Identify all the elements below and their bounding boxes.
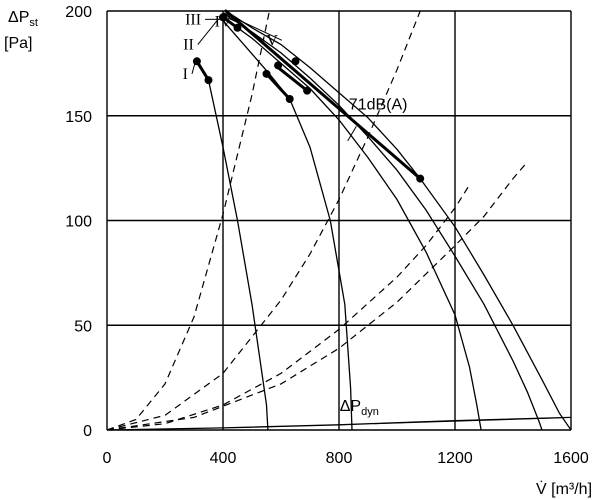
- noise-level-label: 71dB(A): [349, 96, 408, 113]
- curve-label-i: I: [183, 66, 188, 83]
- operating-point: [274, 61, 283, 70]
- operating-point: [262, 69, 271, 78]
- operating-point: [192, 57, 201, 66]
- x-tick-label: 1200: [437, 450, 473, 467]
- y-tick-label: 200: [65, 4, 92, 21]
- y-axis-title-line1: ΔPst: [8, 9, 38, 29]
- x-tick-label: 400: [210, 450, 237, 467]
- leader-v: [223, 12, 283, 41]
- x-tick-label: 0: [103, 450, 112, 467]
- operating-point: [416, 174, 425, 183]
- leader-dynamic-pressure: [373, 417, 560, 425]
- x-axis-title: V̇ [m³/h]: [536, 480, 592, 498]
- y-axis-title-sub: st: [29, 17, 38, 29]
- operating-point: [233, 23, 242, 32]
- curve-label-iii: III: [185, 11, 201, 28]
- system-curve-4: [106, 161, 528, 431]
- fan-curve-i: [196, 60, 269, 431]
- y-axis-title-main: ΔP: [8, 9, 29, 26]
- x-tick-label: 1600: [553, 450, 589, 467]
- iso-noise-segment-2: [265, 72, 292, 101]
- curve-label-ii: II: [183, 37, 194, 54]
- dynamic-pressure-label: ΔPdyn: [340, 398, 379, 418]
- leader-iv: [220, 14, 236, 22]
- curve-label-iv: IV: [215, 13, 232, 30]
- curve-label-v: V: [266, 32, 278, 49]
- y-tick-label: 0: [83, 423, 92, 440]
- fan-curve-iii: [222, 16, 482, 431]
- fan-curve-iv: [222, 12, 543, 431]
- grid: [106, 10, 572, 431]
- system-curve-3: [106, 184, 471, 431]
- operating-point: [291, 57, 300, 66]
- leader-ii: [197, 18, 219, 45]
- iso-noise-segment-4: [276, 66, 309, 93]
- system-curve-1: [106, 10, 270, 431]
- operating-point: [285, 94, 294, 103]
- leader-noise-level: [347, 125, 357, 142]
- curve-label-leaders: [191, 12, 560, 425]
- operating-point: [204, 76, 213, 85]
- iso-noise-segment-5: [224, 9, 422, 181]
- y-tick-label: 100: [65, 214, 92, 231]
- y-tick-label: 150: [65, 109, 92, 126]
- y-tick-label: 50: [74, 318, 92, 335]
- system-curve-2: [106, 10, 421, 431]
- y-axis-title-line2: [Pa]: [4, 35, 32, 52]
- x-tick-label: 800: [326, 450, 353, 467]
- fan-curve-v: [225, 10, 572, 431]
- leader-i: [191, 63, 196, 74]
- fan-curve-ii: [219, 16, 353, 431]
- dynamic-pressure-subscript: dyn: [361, 406, 379, 418]
- operating-point: [303, 86, 312, 95]
